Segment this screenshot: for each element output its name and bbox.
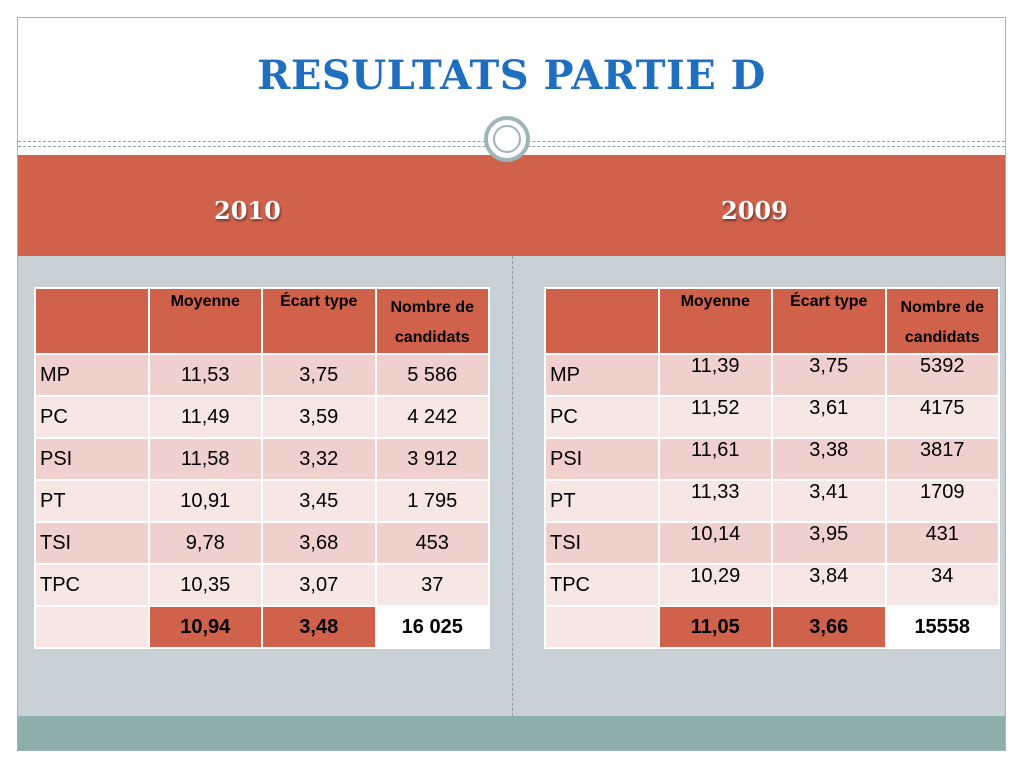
cell-nombre: 5 586 xyxy=(374,353,490,397)
cell-moyenne: 10,91 xyxy=(147,479,263,523)
results-table-2010: Moyenne Écart type Nombre de candidats M… xyxy=(34,287,490,649)
cell-moyenne: 10,29 xyxy=(657,563,773,607)
header-empty-cell xyxy=(34,287,150,355)
table-row: MP 11,53 3,75 5 586 xyxy=(34,353,490,397)
slide: RESULTATS PARTIE D 2010 2009 Moyenne Éca… xyxy=(17,17,1006,751)
cell-moyenne: 10,14 xyxy=(657,521,773,565)
table-total-row: 11,05 3,66 15558 xyxy=(544,605,1000,649)
cell-nombre: 3817 xyxy=(884,437,1000,481)
cell-nombre: 1 795 xyxy=(374,479,490,523)
row-label: TPC xyxy=(34,563,150,607)
cell-ecart: 3,95 xyxy=(771,521,887,565)
cell-nombre: 37 xyxy=(374,563,490,607)
row-label: TPC xyxy=(544,563,660,607)
row-label: PC xyxy=(34,395,150,439)
total-nombre: 15558 xyxy=(884,605,1000,649)
header-ecart-type: Écart type xyxy=(771,287,887,355)
cell-moyenne: 11,39 xyxy=(657,353,773,397)
header-nombre-candidats: Nombre de candidats xyxy=(884,287,1000,355)
table-row: PSI 11,58 3,32 3 912 xyxy=(34,437,490,481)
row-label: TSI xyxy=(34,521,150,565)
header-empty-cell xyxy=(544,287,660,355)
header-ecart-type: Écart type xyxy=(261,287,377,355)
total-label xyxy=(544,605,660,649)
table-row: TPC 10,29 3,84 34 xyxy=(544,563,1000,607)
total-nombre: 16 025 xyxy=(374,605,490,649)
year-2010-label: 2010 xyxy=(214,196,281,225)
cell-ecart: 3,41 xyxy=(771,479,887,523)
table-row: PC 11,52 3,61 4175 xyxy=(544,395,1000,439)
row-label: MP xyxy=(34,353,150,397)
cell-nombre: 453 xyxy=(374,521,490,565)
cell-moyenne: 11,52 xyxy=(657,395,773,439)
row-label: PSI xyxy=(544,437,660,481)
cell-ecart: 3,59 xyxy=(261,395,377,439)
cell-ecart: 3,68 xyxy=(261,521,377,565)
column-divider xyxy=(512,256,513,716)
total-ecart: 3,48 xyxy=(261,605,377,649)
header-moyenne: Moyenne xyxy=(657,287,773,355)
cell-ecart: 3,75 xyxy=(261,353,377,397)
total-moyenne: 11,05 xyxy=(657,605,773,649)
cell-moyenne: 10,35 xyxy=(147,563,263,607)
cell-nombre: 431 xyxy=(884,521,1000,565)
cell-ecart: 3,38 xyxy=(771,437,887,481)
results-table-2009: Moyenne Écart type Nombre de candidats M… xyxy=(544,287,1000,649)
table-row: TSI 9,78 3,68 453 xyxy=(34,521,490,565)
cell-moyenne: 11,49 xyxy=(147,395,263,439)
cell-moyenne: 11,53 xyxy=(147,353,263,397)
row-label: TSI xyxy=(544,521,660,565)
cell-nombre: 34 xyxy=(884,563,1000,607)
cell-ecart: 3,07 xyxy=(261,563,377,607)
footer-bar xyxy=(18,716,1005,750)
cell-nombre: 4175 xyxy=(884,395,1000,439)
cell-nombre: 4 242 xyxy=(374,395,490,439)
cell-ecart: 3,32 xyxy=(261,437,377,481)
cell-ecart: 3,61 xyxy=(771,395,887,439)
table-row: PC 11,49 3,59 4 242 xyxy=(34,395,490,439)
year-2009-label: 2009 xyxy=(721,196,788,225)
table-row: TPC 10,35 3,07 37 xyxy=(34,563,490,607)
row-label: MP xyxy=(544,353,660,397)
row-label: PSI xyxy=(34,437,150,481)
row-label: PT xyxy=(34,479,150,523)
cell-nombre: 3 912 xyxy=(374,437,490,481)
cell-nombre: 5392 xyxy=(884,353,1000,397)
cell-nombre: 1709 xyxy=(884,479,1000,523)
total-moyenne: 10,94 xyxy=(147,605,263,649)
table-row: PSI 11,61 3,38 3817 xyxy=(544,437,1000,481)
table-header-row: Moyenne Écart type Nombre de candidats xyxy=(544,287,1000,355)
total-ecart: 3,66 xyxy=(771,605,887,649)
row-label: PT xyxy=(544,479,660,523)
cell-ecart: 3,45 xyxy=(261,479,377,523)
table-total-row: 10,94 3,48 16 025 xyxy=(34,605,490,649)
cell-moyenne: 11,58 xyxy=(147,437,263,481)
row-label: PC xyxy=(544,395,660,439)
cell-moyenne: 11,61 xyxy=(657,437,773,481)
header-moyenne: Moyenne xyxy=(147,287,263,355)
cell-moyenne: 11,33 xyxy=(657,479,773,523)
header-band xyxy=(18,155,1005,256)
table-header-row: Moyenne Écart type Nombre de candidats xyxy=(34,287,490,355)
cell-moyenne: 9,78 xyxy=(147,521,263,565)
cell-ecart: 3,84 xyxy=(771,563,887,607)
total-label xyxy=(34,605,150,649)
cell-ecart: 3,75 xyxy=(771,353,887,397)
table-row: PT 10,91 3,45 1 795 xyxy=(34,479,490,523)
table-row: TSI 10,14 3,95 431 xyxy=(544,521,1000,565)
slide-title: RESULTATS PARTIE D xyxy=(257,52,766,99)
divider-circle-ornament xyxy=(484,116,530,162)
table-row: PT 11,33 3,41 1709 xyxy=(544,479,1000,523)
header-nombre-candidats: Nombre de candidats xyxy=(374,287,490,355)
table-row: MP 11,39 3,75 5392 xyxy=(544,353,1000,397)
